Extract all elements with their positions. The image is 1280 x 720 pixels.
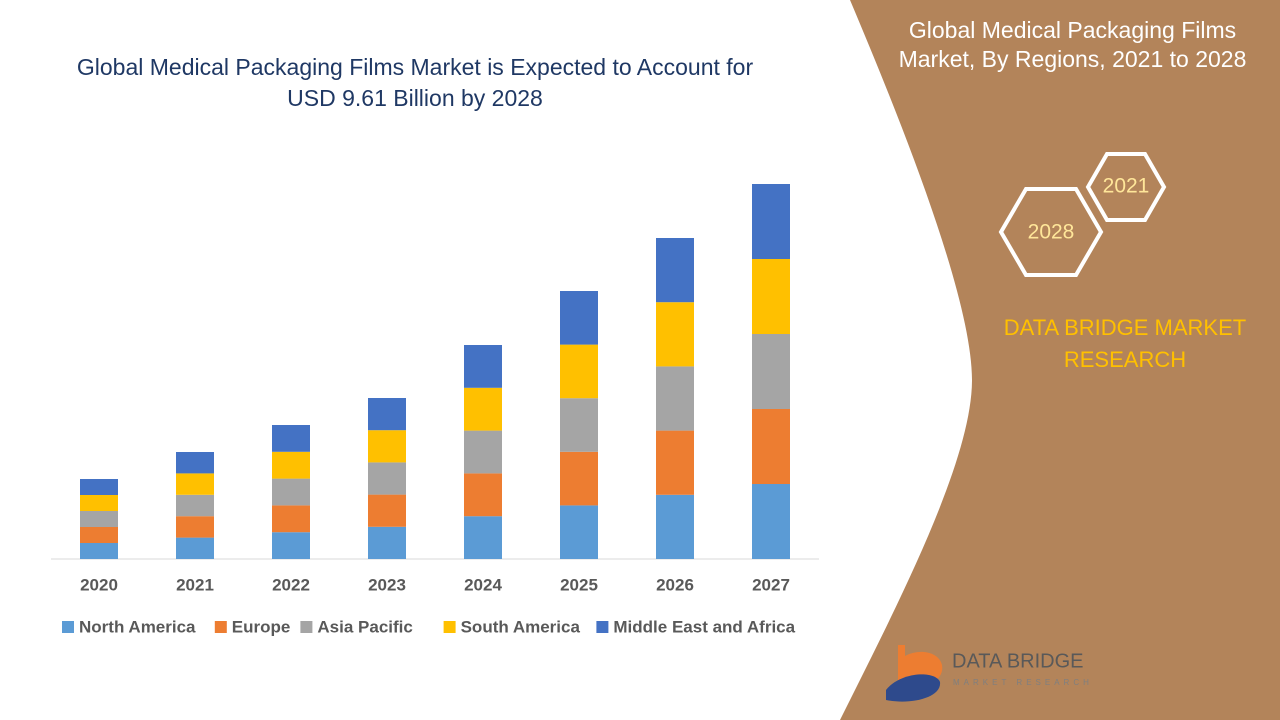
panel-title: Global Medical Packaging Films Market, B… [898,17,1247,72]
x-tick-label: 2027 [752,575,790,594]
bar-segment [560,451,598,506]
bar-segment [656,366,694,431]
legend-swatch [443,621,456,633]
legend-label: Asia Pacific [317,617,412,636]
bar-segment [272,532,310,559]
legend-swatch [300,621,313,633]
legend-label: South America [461,617,581,636]
bar-segment [176,494,214,517]
legend-swatch [596,621,609,633]
bar-segment [272,505,310,533]
x-tick-label: 2025 [560,575,598,594]
logo-tagline: MARKET RESEARCH [953,678,1093,687]
bar-segment [80,527,118,543]
bar-segment [368,494,406,527]
bar-segment [752,409,790,484]
legend-label: Middle East and Africa [613,617,795,636]
bar-segment [80,479,118,495]
x-tick-label: 2023 [368,575,406,594]
bar-segment [176,537,214,559]
bar-segment [176,452,214,474]
hexagon-label: 2028 [1028,221,1075,244]
legend-label: Europe [232,617,291,636]
bar-segment [464,387,502,431]
hexagon [1085,152,1167,222]
bar-segment [464,430,502,474]
bar-segment [752,184,790,259]
chart-title: Global Medical Packaging Films Market is… [76,54,754,111]
x-tick-label: 2024 [464,575,502,594]
bar-segment [368,398,406,431]
bar-segment [560,344,598,399]
bar-segment [80,495,118,511]
bar-segment [560,291,598,345]
legend-label: North America [79,617,196,636]
bar-segment [368,430,406,463]
bar-segment [80,511,118,527]
hexagon [998,187,1104,277]
bar-segment [464,473,502,517]
bar-segment [752,259,790,334]
side-panel [840,0,1280,720]
bar-segment [80,543,118,559]
legend-swatch [214,621,227,633]
x-tick-label: 2020 [80,575,118,594]
bar-segment [752,484,790,559]
bar-segment [176,473,214,495]
bar-segment [560,505,598,559]
bar-segment [752,334,790,409]
x-tick-label: 2022 [272,575,310,594]
x-tick-label: 2021 [176,575,214,594]
bar-segment [272,478,310,506]
brand-text: DATA BRIDGE MARKET RESEARCH [1003,315,1247,372]
bar-segment [272,425,310,452]
bar-segment [464,345,502,388]
bar-segment [464,516,502,559]
hexagon-label: 2021 [1103,175,1150,198]
bar-segment [560,398,598,452]
bar-segment [176,516,214,538]
bar-segment [368,462,406,495]
bar-segment [656,430,694,495]
logo-icon [886,674,941,702]
legend-swatch [62,621,74,633]
x-tick-label: 2026 [656,575,694,594]
bar-segment [656,494,694,559]
bar-segment [656,302,694,367]
bar-segment [368,526,406,559]
bar-segment [272,451,310,479]
bar-segment [656,238,694,303]
logo-name: DATA BRIDGE [952,650,1084,672]
